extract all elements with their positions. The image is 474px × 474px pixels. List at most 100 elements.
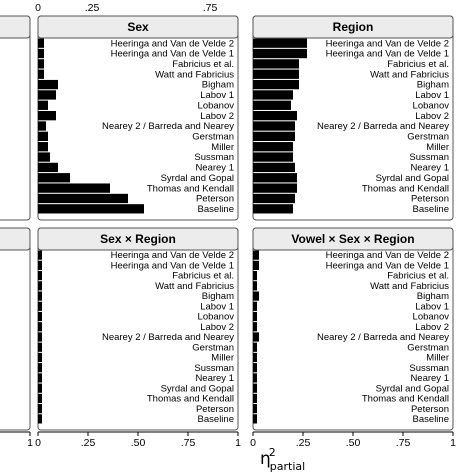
- bar: [38, 173, 70, 183]
- category-label: Fabricius et al.: [172, 59, 234, 70]
- bar: [253, 414, 257, 424]
- category-label: Labov 1: [200, 90, 234, 101]
- bar: [253, 173, 297, 183]
- category-label: Syrdal and Gopal: [376, 383, 449, 394]
- category-label: Labov 1: [415, 301, 449, 312]
- bar: [253, 311, 257, 322]
- category-label: Labov 2: [415, 111, 449, 122]
- category-label: Baseline: [413, 414, 449, 425]
- panel-title: Region: [333, 20, 374, 34]
- bar: [253, 59, 299, 69]
- bar: [253, 131, 295, 142]
- bar: [38, 38, 44, 48]
- x-axis-label: η2 partial: [260, 446, 305, 473]
- bar: [38, 270, 42, 281]
- axis-tick-label: 0: [250, 437, 256, 449]
- bar: [38, 393, 42, 404]
- panel-5: Vowel × Sex × Region Heeringa and Van de …: [252, 227, 454, 431]
- bar: [38, 100, 48, 110]
- panel-header: [0, 227, 31, 251]
- bar: [253, 110, 297, 121]
- bar: [38, 414, 42, 424]
- bar: [38, 204, 144, 214]
- bar: [253, 342, 257, 352]
- bar: [38, 281, 42, 291]
- category-label: Lobanov: [198, 312, 235, 323]
- x-axis-label-superscript: 2: [269, 446, 276, 459]
- bar: [38, 311, 42, 322]
- bar: [38, 363, 42, 373]
- bar: [38, 79, 58, 90]
- category-label: Thomas and Kendall: [147, 394, 234, 405]
- panel-header: [0, 15, 31, 39]
- category-label: Nearey 2 / Barreda and Nearey: [102, 332, 234, 343]
- bar: [38, 183, 110, 193]
- category-label: Watt and Fabricius: [370, 281, 449, 292]
- bar: [38, 291, 42, 301]
- bar: [253, 291, 259, 301]
- category-label: Labov 1: [415, 90, 449, 101]
- bar: [38, 342, 42, 352]
- bar: [253, 100, 291, 110]
- top-axis-tick-1: .25: [85, 2, 100, 14]
- category-label: Miller: [211, 353, 234, 364]
- panel-header: [252, 227, 454, 251]
- bar: [38, 162, 58, 173]
- bar: [38, 332, 42, 342]
- bar: [253, 363, 257, 373]
- category-label: Labov 2: [200, 111, 234, 122]
- category-label: Bigham: [417, 80, 449, 91]
- category-label: Bigham: [417, 291, 449, 302]
- bar: [38, 260, 42, 270]
- axis-tick-label: .50: [346, 437, 361, 449]
- panel-2: Region Heeringa and Van de Velde 2Heering…: [252, 15, 454, 221]
- top-axis-tick-2: .75: [203, 2, 218, 14]
- axis-tick-label: 1: [450, 437, 456, 449]
- bar: [38, 404, 42, 414]
- bar: [253, 270, 257, 281]
- bar: [253, 162, 295, 173]
- category-label: Lobanov: [413, 100, 450, 111]
- bar: [253, 281, 257, 291]
- panel-title: Sex × Region: [100, 232, 176, 246]
- bar: [253, 183, 297, 193]
- category-label: Heeringa and Van de Velde 1: [111, 260, 234, 271]
- category-label: Miller: [426, 142, 449, 153]
- bar: [253, 383, 257, 393]
- bar: [38, 142, 48, 152]
- category-label: Nearey 1: [195, 373, 234, 384]
- panel-header: [37, 227, 239, 251]
- category-label: Peterson: [411, 194, 449, 205]
- x-axis-2: 0 .25 .50 .75 1: [250, 431, 456, 449]
- category-label: Fabricius et al.: [387, 271, 449, 282]
- bar: [253, 373, 257, 383]
- bar: [38, 69, 44, 79]
- bar: [253, 79, 299, 90]
- bar: [253, 322, 257, 332]
- category-label: Lobanov: [198, 100, 235, 111]
- bar: [38, 193, 128, 204]
- category-label: Heeringa and Van de Velde 2: [326, 38, 449, 49]
- category-label: Nearey 2 / Barreda and Nearey: [317, 332, 449, 343]
- bar: [38, 121, 46, 131]
- bar: [253, 301, 257, 311]
- category-label: Nearey 1: [410, 373, 449, 384]
- category-label: Watt and Fabricius: [370, 69, 449, 80]
- category-label: Thomas and Kendall: [362, 394, 449, 405]
- category-label: Fabricius et al.: [172, 271, 234, 282]
- category-label: Watt and Fabricius: [155, 281, 234, 292]
- category-label: Nearey 2 / Barreda and Nearey: [317, 121, 449, 132]
- category-label: Miller: [426, 353, 449, 364]
- category-label: Heeringa and Van de Velde 1: [326, 49, 449, 60]
- category-label: Labov 2: [415, 322, 449, 333]
- category-label: Watt and Fabricius: [155, 69, 234, 80]
- category-label: Baseline: [413, 204, 449, 215]
- category-label: Thomas and Kendall: [147, 183, 234, 194]
- category-label: Thomas and Kendall: [362, 183, 449, 194]
- bar: [38, 110, 56, 121]
- category-label: Syrdal and Gopal: [376, 173, 449, 184]
- category-label: Heeringa and Van de Velde 2: [111, 250, 234, 261]
- category-label: Heeringa and Van de Velde 1: [326, 260, 449, 271]
